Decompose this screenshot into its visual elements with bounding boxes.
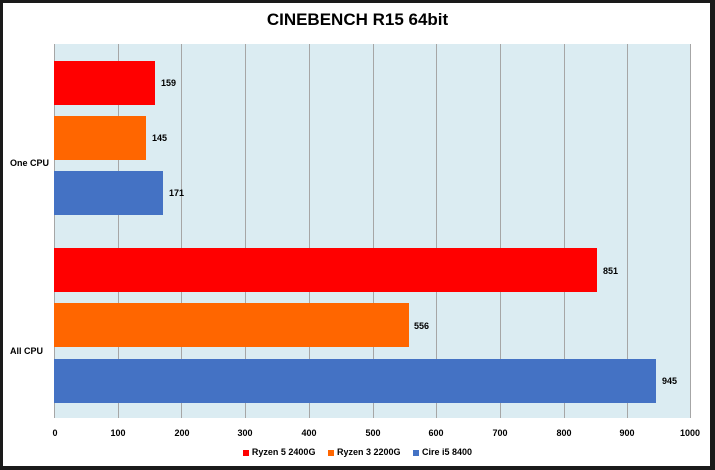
x-tick-label: 200 — [174, 428, 190, 438]
y-axis-line — [54, 44, 55, 418]
x-tick-label: 100 — [110, 428, 126, 438]
bar-ryzen5-all-cpu — [54, 248, 597, 292]
x-tick-label: 700 — [492, 428, 508, 438]
x-tick-label: 0 — [52, 428, 58, 438]
value-label: 171 — [169, 188, 185, 198]
legend-item-i5: Cire i5 8400 — [413, 447, 472, 457]
gridline — [117, 44, 119, 418]
x-tick-label: 500 — [365, 428, 381, 438]
legend-item-ryzen5: Ryzen 5 2400G — [242, 447, 316, 457]
legend-label: Ryzen 5 2400G — [251, 447, 316, 457]
legend-swatch-icon — [242, 449, 249, 456]
legend-swatch-icon — [413, 449, 420, 456]
gridline — [372, 44, 374, 418]
value-label: 159 — [161, 78, 177, 88]
legend-label: Ryzen 3 2200G — [336, 447, 401, 457]
legend-swatch-icon — [327, 449, 334, 456]
legend: Ryzen 5 2400G Ryzen 3 2200G Cire i5 8400 — [0, 447, 715, 457]
bar-ryzen5-one-cpu — [54, 61, 155, 105]
x-tick-label: 400 — [301, 428, 317, 438]
gridline — [308, 44, 310, 418]
legend-item-ryzen3: Ryzen 3 2200G — [327, 447, 401, 457]
bar-ryzen3-one-cpu — [54, 116, 146, 160]
gridline — [499, 44, 501, 418]
gridline — [690, 44, 691, 418]
gridline — [245, 44, 247, 418]
x-tick-label: 900 — [619, 428, 635, 438]
x-tick-label: 600 — [428, 428, 444, 438]
bar-i5-one-cpu — [54, 171, 163, 215]
x-tick-label: 1000 — [679, 428, 701, 438]
legend-label: Cire i5 8400 — [422, 447, 473, 457]
x-tick-label: 800 — [556, 428, 572, 438]
gridline — [563, 44, 565, 418]
value-label: 851 — [603, 266, 619, 276]
gridline — [181, 44, 183, 418]
x-tick-label: 300 — [237, 428, 253, 438]
category-label-one-cpu: One CPU — [10, 158, 50, 168]
bar-i5-all-cpu — [54, 359, 656, 403]
gridline — [436, 44, 438, 418]
value-label: 945 — [662, 376, 678, 386]
category-label-all-cpu: All CPU — [10, 346, 44, 356]
bar-ryzen3-all-cpu — [54, 303, 409, 347]
chart-title: CINEBENCH R15 64bit — [266, 10, 449, 29]
gridline — [627, 44, 629, 418]
value-label: 556 — [414, 321, 430, 331]
value-label: 145 — [152, 133, 168, 143]
plot-area: 159 145 171 851 556 945 — [54, 44, 691, 418]
